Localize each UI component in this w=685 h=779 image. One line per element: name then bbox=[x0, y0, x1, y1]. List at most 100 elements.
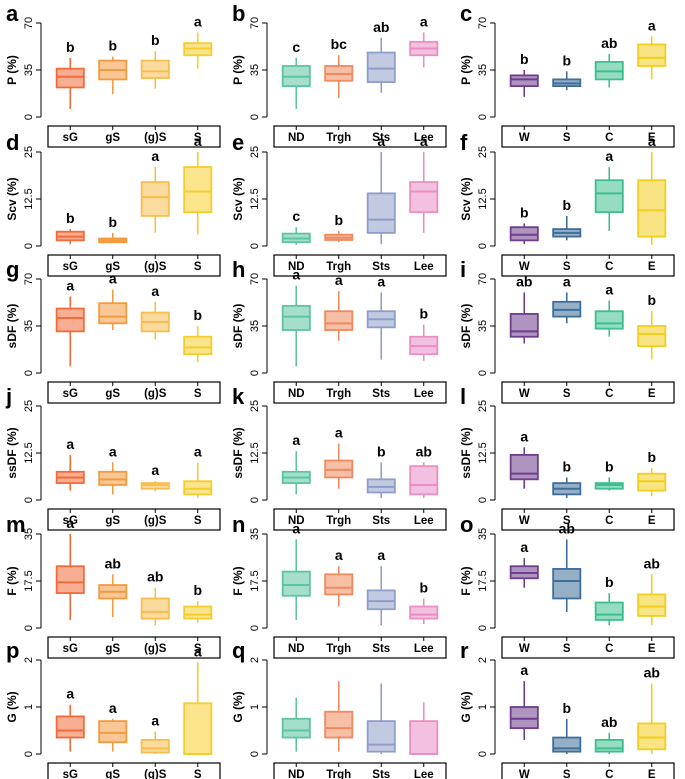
panel-n-box bbox=[281, 570, 311, 597]
panel-c-xtick-label: W bbox=[519, 132, 530, 144]
panel-o-ytick-label: 35 bbox=[477, 528, 489, 540]
panel-n-sig-letter: b bbox=[419, 579, 428, 595]
panel-j-label: j bbox=[5, 384, 12, 409]
panel-g-xtick-label: sG bbox=[63, 388, 78, 400]
panel-h-sig-letter: a bbox=[292, 267, 300, 283]
panel-r-ytick-label: 1 bbox=[477, 704, 489, 710]
panel-e-ylabel: Scv (%) bbox=[231, 177, 245, 220]
panel-b-ytick-label: 70 bbox=[249, 17, 261, 29]
panel-r-xtick-label: C bbox=[605, 769, 613, 779]
panel-i-ytick-label: 70 bbox=[477, 273, 489, 285]
panel-o-xtick-label: W bbox=[519, 643, 530, 655]
panel-r-xtick-label: W bbox=[519, 769, 530, 779]
panel-g-box bbox=[98, 302, 128, 325]
panel-b-xtick-label: Trgh bbox=[326, 132, 351, 144]
panel-d-ylabel: Scv (%) bbox=[5, 177, 19, 220]
panel-c-ytick-label: 0 bbox=[477, 114, 489, 120]
panel-o-xtick-label: C bbox=[605, 643, 613, 655]
panel-h-ytick-label: 0 bbox=[249, 370, 261, 376]
panel-c-label: c bbox=[460, 1, 472, 26]
panel-m-ytick-label: 17.5 bbox=[23, 570, 35, 591]
panel-b-sig-letter: a bbox=[420, 13, 428, 29]
panel-r-sig-letter: ab bbox=[601, 714, 617, 730]
panel-m-box bbox=[140, 597, 170, 620]
panel-p-xtick-label: (g)S bbox=[144, 769, 167, 779]
panel-k-sig-letter: a bbox=[335, 425, 343, 441]
panel-g-xtick-label: gS bbox=[105, 388, 120, 400]
panel-j-xtick-label: (g)S bbox=[144, 515, 167, 527]
panel-a-box bbox=[140, 59, 170, 79]
panel-e-ytick-label: 25 bbox=[249, 146, 261, 158]
panel-g-ytick-label: 35 bbox=[23, 320, 35, 332]
panel-n-label: n bbox=[232, 512, 245, 537]
panel-b-sig-letter: ab bbox=[373, 19, 389, 35]
panel-b-sig-letter: c bbox=[292, 39, 300, 55]
panel-h-sig-letter: a bbox=[335, 272, 343, 288]
panel-c-xtick-label: E bbox=[648, 132, 656, 144]
panel-o-box bbox=[637, 593, 667, 617]
panel-n-sig-letter: a bbox=[377, 547, 385, 563]
panel-g-ytick-label: 70 bbox=[23, 273, 35, 285]
panel-c-sig-letter: b bbox=[562, 52, 571, 68]
panel-i-sig-letter: ab bbox=[516, 273, 532, 289]
panel-q-ytick-label: 2 bbox=[249, 657, 261, 663]
panel-p-box bbox=[55, 715, 85, 739]
panel-a-xtick-label: sG bbox=[63, 132, 78, 144]
panel-b-sig-letter: bc bbox=[331, 36, 348, 52]
panel-m-xtick-label: sG bbox=[63, 643, 78, 655]
panel-n-xtick-label: Trgh bbox=[326, 643, 351, 655]
panel-g-box bbox=[183, 335, 213, 356]
panel-r-sig-letter: a bbox=[520, 662, 528, 678]
panel-r-xtick-label: E bbox=[648, 769, 656, 779]
panel-a-sig-letter: a bbox=[194, 13, 202, 29]
panel-g-xtick-label: S bbox=[194, 388, 202, 400]
panel-r-box bbox=[552, 736, 582, 753]
panel-f-sig-letter: b bbox=[562, 197, 571, 213]
panel-r-sig-letter: ab bbox=[644, 665, 660, 681]
panel-l-ytick-label: 12.5 bbox=[477, 442, 489, 463]
panel-r-box bbox=[637, 722, 667, 751]
panel-f-ytick-label: 0 bbox=[477, 243, 489, 249]
panel-j-xtick-label: gS bbox=[105, 515, 120, 527]
panel-f-ylabel: Scv (%) bbox=[459, 177, 473, 220]
panel-r-label: r bbox=[460, 638, 469, 663]
panel-c-xtick-label: S bbox=[563, 132, 571, 144]
panel-h-box bbox=[324, 310, 354, 331]
panel-p-xtick-label: gS bbox=[105, 769, 120, 779]
panel-k-ylabel: ssDF (%) bbox=[231, 427, 245, 478]
panel-k-sig-letter: ab bbox=[416, 443, 432, 459]
panel-q-xtick-label: Trgh bbox=[326, 769, 351, 779]
panel-b-ylabel: P (%) bbox=[231, 55, 245, 85]
panel-i-box bbox=[509, 313, 539, 338]
panel-o-sig-letter: ab bbox=[644, 555, 660, 571]
panel-a-ylabel: P (%) bbox=[5, 55, 19, 85]
panel-q-box bbox=[281, 717, 311, 739]
panel-q-box bbox=[324, 710, 354, 739]
panel-n-sig-letter: a bbox=[292, 520, 300, 536]
panel-i-label: i bbox=[460, 257, 466, 282]
panel-q-box bbox=[366, 720, 396, 753]
panel-r-ytick-label: 2 bbox=[477, 657, 489, 663]
panel-g-ytick-label: 0 bbox=[23, 370, 35, 376]
panel-b-xtick-label: ND bbox=[288, 132, 305, 144]
panel-h-sig-letter: a bbox=[377, 273, 385, 289]
panel-m-sig-letter: ab bbox=[147, 569, 163, 585]
panel-b-xtick-label: Lee bbox=[414, 132, 434, 144]
panel-l-ylabel: ssDF (%) bbox=[459, 427, 473, 478]
panel-l-xtick-label: E bbox=[648, 515, 656, 527]
panel-o-box bbox=[594, 601, 624, 621]
panel-g-x-axis-box bbox=[47, 381, 221, 404]
panel-a-xtick-label: (g)S bbox=[144, 132, 167, 144]
panel-l-label: l bbox=[460, 384, 466, 409]
panel-n-xtick-label: Lee bbox=[414, 643, 434, 655]
panel-k-ytick-label: 12.5 bbox=[249, 442, 261, 463]
panel-p-sig-letter: a bbox=[151, 712, 159, 728]
panel-p-box bbox=[140, 739, 170, 754]
panel-e-sig-letter: b bbox=[334, 212, 343, 228]
panel-p-ytick-label: 0 bbox=[23, 751, 35, 757]
panel-a-label: a bbox=[6, 1, 19, 26]
panel-f-ytick-label: 12.5 bbox=[477, 188, 489, 209]
panel-q-ylabel: G (%) bbox=[231, 691, 245, 722]
panel-c-xtick-label: C bbox=[605, 132, 613, 144]
